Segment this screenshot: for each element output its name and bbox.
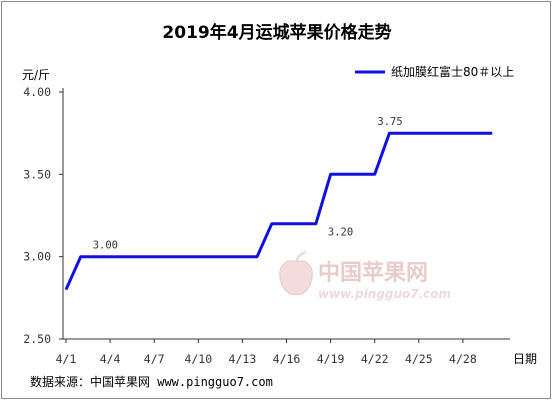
x-tick-label: 4/1 xyxy=(56,352,77,366)
watermark: 中国苹果网 www.pingguo7.com xyxy=(279,251,451,301)
x-tick-label: 4/28 xyxy=(449,352,477,366)
x-axis-label: 日期 xyxy=(513,352,537,366)
x-tick-label: 4/13 xyxy=(229,352,257,366)
legend-label: 纸加膜红富士80＃以上 xyxy=(391,64,514,79)
series-line xyxy=(64,131,493,291)
watermark-en: www.pingguo7.com xyxy=(318,287,451,301)
x-tick-label: 4/10 xyxy=(184,352,212,366)
x-tick-label: 4/7 xyxy=(144,352,165,366)
x-tick-label: 4/4 xyxy=(100,352,121,366)
chart-title: 2019年4月运城苹果价格走势 xyxy=(162,22,391,43)
y-tick-label: 3.50 xyxy=(23,167,51,181)
y-axis-unit: 元/斤 xyxy=(22,68,50,82)
data-label: 3.75 xyxy=(377,116,402,128)
series-layer xyxy=(64,131,493,291)
axes xyxy=(59,88,510,343)
apple-logo-icon xyxy=(279,251,313,295)
y-tick-label: 2.50 xyxy=(23,332,51,346)
data-source: 数据来源：中国苹果网 www.pingguo7.com xyxy=(30,374,273,389)
watermark-cn: 中国苹果网 xyxy=(318,261,428,286)
y-tick-label: 3.00 xyxy=(23,250,51,264)
data-label: 3.00 xyxy=(93,240,118,252)
x-tick-label: 4/16 xyxy=(273,352,301,366)
data-label: 3.20 xyxy=(328,227,353,239)
x-tick-label: 4/19 xyxy=(317,352,345,366)
x-tick-labels: 4/1 4/4 4/7 4/10 4/13 4/16 4/19 4/22 4/25 4/28 xyxy=(56,352,477,366)
legend: 纸加膜红富士80＃以上 xyxy=(355,64,514,79)
x-tick-label: 4/25 xyxy=(405,352,433,366)
x-tick-label: 4/22 xyxy=(361,352,389,366)
y-tick-label: 4.00 xyxy=(23,85,51,99)
data-labels: 3.00 3.20 3.75 xyxy=(93,116,403,252)
y-tick-labels: 2.50 3.00 3.50 4.00 xyxy=(23,85,51,346)
